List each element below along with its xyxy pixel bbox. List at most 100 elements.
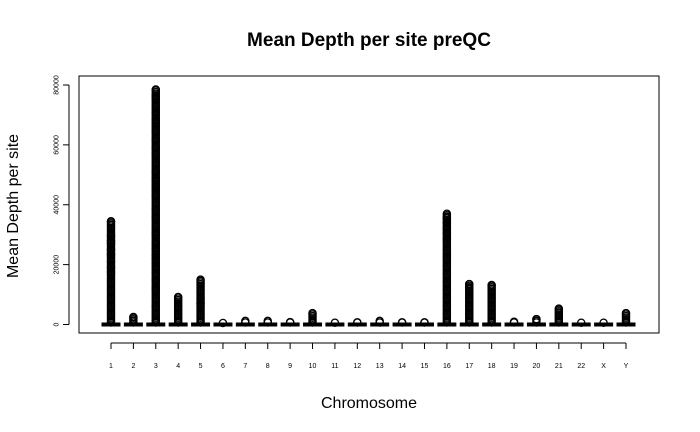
- outlier-point: [151, 94, 161, 103]
- outlier-point: [106, 267, 116, 277]
- outlier-point: [151, 264, 161, 274]
- outlier-point: [442, 218, 452, 227]
- outlier-point: [576, 318, 586, 327]
- outlier-point: [106, 239, 116, 248]
- box-group: [325, 318, 345, 327]
- box-group: [258, 316, 278, 327]
- x-tick-label: 17: [465, 363, 473, 370]
- box-group: [347, 318, 367, 327]
- outlier-point: [151, 227, 161, 236]
- x-tick-label: 13: [376, 363, 384, 370]
- outlier-point: [151, 115, 161, 124]
- outlier-point: [308, 308, 317, 318]
- x-tick-label: 14: [398, 363, 406, 370]
- outlier-point: [442, 228, 452, 238]
- box-group: [482, 280, 502, 327]
- x-tick-label: 20: [533, 363, 541, 370]
- x-tick-label: 12: [353, 363, 361, 370]
- box-group: [213, 318, 233, 328]
- x-tick-label: 11: [331, 363, 338, 370]
- x-tick-label: 8: [266, 363, 270, 370]
- outlier-point: [106, 245, 116, 254]
- outlier-point: [151, 258, 161, 268]
- outlier-point: [151, 91, 161, 100]
- outlier-point: [151, 230, 161, 239]
- outlier-point: [151, 212, 161, 221]
- box-marks: [101, 85, 636, 328]
- outlier-point: [151, 302, 161, 311]
- x-tick-label: 1: [109, 363, 113, 370]
- plot-frame: [78, 75, 660, 334]
- outlier-point: [151, 284, 161, 293]
- box-group: [280, 317, 300, 327]
- outlier-point: [151, 243, 161, 253]
- x-tick-label: 9: [288, 363, 292, 370]
- outlier-point: [599, 318, 608, 327]
- x-tick-label: 3: [154, 363, 158, 370]
- outlier-point: [151, 181, 161, 190]
- outlier-point: [106, 263, 116, 272]
- box-group: [123, 312, 143, 327]
- outlier-point: [151, 85, 161, 94]
- outlier-point: [129, 312, 138, 322]
- x-tick-label: 15: [421, 363, 429, 370]
- outlier-point: [465, 284, 474, 293]
- y-tick-label: 0: [54, 322, 61, 326]
- x-tick-label: 6: [221, 363, 225, 370]
- chart-title: Mean Depth per site preQC: [247, 30, 491, 51]
- box-group: [526, 314, 546, 327]
- x-tick-label: 21: [555, 363, 563, 370]
- x-axis: 1 2 3 4 5 6 7 8 9 10 11 12 13 14 15 16 17 18 19 20 21 22 X Y: [109, 342, 629, 370]
- outlier-point: [621, 308, 631, 318]
- outlier-point: [487, 280, 496, 290]
- box-group: [594, 318, 614, 327]
- x-tick-label: 4: [176, 363, 180, 370]
- outlier-point: [532, 314, 541, 324]
- box-group: [504, 317, 524, 327]
- box-group: [191, 275, 211, 327]
- box-group: [168, 292, 188, 327]
- x-tick-label: 2: [131, 363, 135, 370]
- box-group: [459, 279, 479, 327]
- outlier-point: [442, 209, 452, 218]
- outlier-point: [151, 254, 161, 263]
- outlier-point: [151, 249, 161, 259]
- outlier-point: [151, 149, 161, 159]
- box-group: [303, 308, 323, 327]
- outlier-point: [151, 191, 161, 201]
- y-tick-label: 40000: [54, 195, 61, 215]
- box-group: [549, 304, 569, 327]
- outlier-point: [106, 216, 116, 226]
- outlier-point: [442, 224, 452, 233]
- outlier-point: [442, 213, 452, 223]
- y-tick-label: 20000: [54, 255, 61, 275]
- outlier-point: [106, 236, 116, 245]
- outlier-point: [442, 234, 452, 244]
- box-group: [370, 316, 390, 327]
- outlier-point: [151, 239, 161, 248]
- y-tick-label: 80000: [54, 75, 61, 95]
- outlier-point: [151, 127, 161, 136]
- box-group: [616, 308, 636, 327]
- x-tick-label: 16: [443, 363, 451, 370]
- outlier-point: [151, 167, 161, 177]
- x-tick-label: 7: [243, 363, 247, 370]
- outlier-point: [554, 304, 564, 313]
- box-group: [571, 318, 591, 327]
- box-group: [437, 209, 457, 327]
- outlier-point: [151, 187, 161, 196]
- outlier-point: [196, 299, 205, 308]
- outlier-point: [106, 257, 116, 266]
- y-axis: 0 20000 40000 60000 80000: [54, 75, 70, 326]
- box-group: [392, 318, 412, 327]
- x-tick-label: Y: [624, 363, 629, 370]
- y-tick-label: 60000: [54, 135, 61, 155]
- outlier-point: [151, 275, 161, 284]
- outlier-point: [196, 275, 205, 284]
- x-tick-label: 18: [488, 363, 496, 370]
- x-axis-label: Chromosome: [321, 395, 417, 412]
- x-tick-label: 22: [577, 363, 585, 370]
- box-group: [101, 216, 121, 327]
